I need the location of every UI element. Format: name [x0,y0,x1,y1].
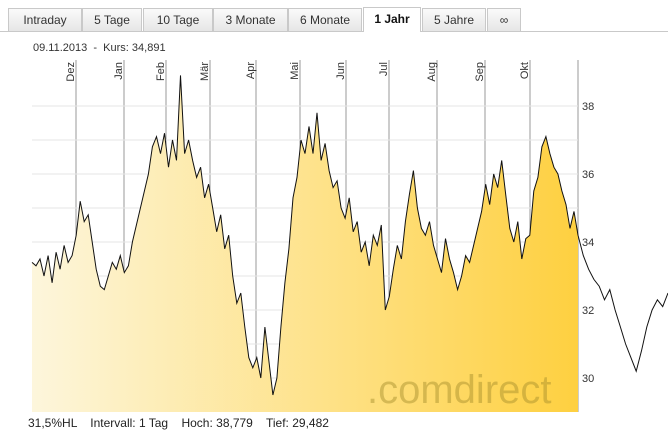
x-axis-labels: Dez Jan Feb Mär Apr Mai Jun Jul Aug Sep Okt [65,62,531,82]
tab-5-tage[interactable]: 5 Tage [82,8,142,31]
tab-baseline [0,31,668,32]
intervall-value: 1 Tag [138,416,169,430]
price-chart: .comdirect Dez Jan Feb Mär Apr Mai Jun Jul Aug Se… [31,60,668,413]
kurs-value: 34,891 [131,42,166,54]
x-tick-label: Jul [378,62,390,76]
x-tick-label: Aug [426,62,438,82]
hoch-value: 38,779 [216,416,253,430]
tab-max[interactable]: ∞ [487,8,521,31]
kurs-label: Kurs: [103,42,129,54]
hl-value: 31,5%HL [28,416,77,430]
chart-footer: 31,5%HL Intervall: 1 Tag Hoch: 38,779 Ti… [28,416,329,430]
tief-label: Tief: [265,416,289,430]
y-axis-labels: 30 32 34 36 38 [582,101,594,385]
x-tick-label: Mär [199,62,211,81]
y-tick-label: 30 [582,373,594,385]
x-tick-label: Jun [335,62,347,80]
x-tick-label: Dez [65,62,77,82]
x-tick-label: Apr [245,62,257,79]
period-tabs: Intraday 5 Tage 10 Tage 3 Monate 6 Monat… [0,7,668,32]
y-tick-label: 38 [582,101,594,113]
quote-date: 09.11.2013 [33,42,88,54]
price-line [31,75,668,396]
quote-separator: - [93,42,98,54]
hoch-label: Hoch: [181,416,213,430]
x-tick-label: Okt [519,62,531,79]
price-area [32,75,578,413]
comdirect-watermark: .comdirect [367,368,552,412]
x-tick-label: Feb [155,62,167,81]
tab-5-jahre[interactable]: 5 Jahre [422,8,486,31]
y-tick-label: 32 [582,305,594,317]
x-tick-label: Mai [289,62,301,80]
tab-6-monate[interactable]: 6 Monate [288,8,362,31]
tab-3-monate[interactable]: 3 Monate [213,8,288,31]
tab-10-tage[interactable]: 10 Tage [143,8,213,31]
tief-value: 29,482 [292,416,329,430]
y-tick-label: 36 [582,169,594,181]
quote-info: 09.11.2013 - Kurs: 34,891 [33,42,166,54]
tab-intraday[interactable]: Intraday [8,8,82,31]
tab-1-jahr[interactable]: 1 Jahr [363,7,421,32]
intervall-label: Intervall: [90,416,136,430]
x-tick-label: Sep [474,62,486,82]
y-tick-label: 34 [582,237,594,249]
x-tick-label: Jan [113,62,125,80]
